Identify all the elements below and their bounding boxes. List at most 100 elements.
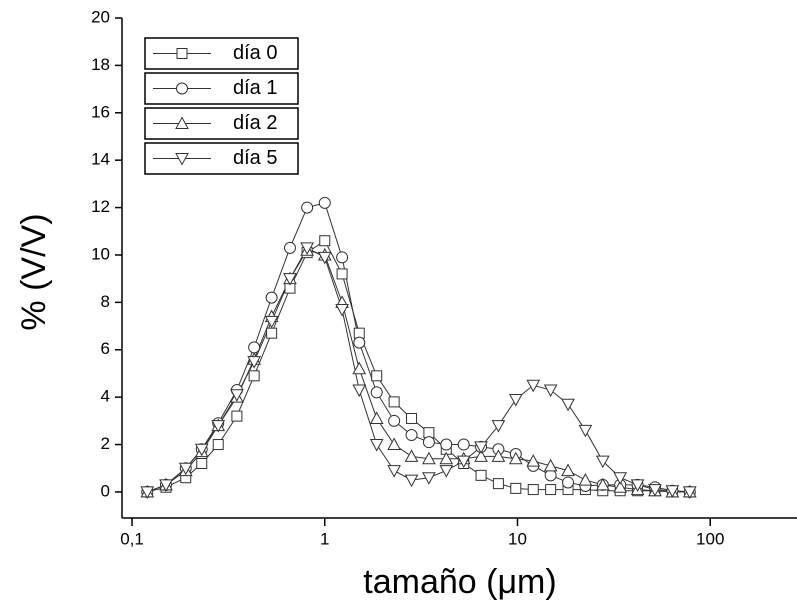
y-axis-label: % (V/V)	[15, 213, 53, 330]
marker	[508, 451, 523, 465]
marker	[248, 341, 261, 354]
legend-label: día 0	[233, 42, 277, 64]
x-tick-label: 1	[320, 529, 329, 548]
marker	[405, 429, 418, 442]
marker	[318, 196, 331, 209]
x-tick-label: 10	[508, 529, 527, 548]
marker	[336, 251, 349, 264]
legend-item: día 5	[144, 142, 299, 175]
marker	[353, 336, 366, 349]
y-tick-label: 8	[101, 292, 110, 311]
marker	[211, 420, 226, 433]
marker	[543, 458, 558, 472]
y-tick-label: 0	[101, 481, 110, 500]
marker	[247, 356, 261, 369]
marker	[682, 486, 697, 499]
marker	[422, 436, 435, 449]
marker	[300, 242, 314, 255]
marker	[388, 396, 400, 408]
marker	[527, 484, 539, 496]
marker	[404, 449, 419, 462]
marker	[404, 474, 419, 488]
y-tick-label: 20	[91, 7, 110, 26]
marker	[175, 116, 189, 129]
marker	[140, 486, 155, 499]
y-tick-label: 2	[101, 434, 110, 453]
marker	[561, 398, 575, 412]
x-axis-label: tamaño (μm)	[363, 563, 556, 601]
marker	[491, 420, 506, 433]
marker	[335, 303, 349, 317]
marker	[231, 410, 243, 422]
marker	[176, 82, 188, 95]
marker	[510, 482, 522, 494]
marker	[336, 268, 348, 280]
y-tick-label: 6	[101, 339, 110, 358]
marker	[369, 411, 384, 424]
marker	[474, 441, 488, 454]
y-tick-label: 12	[91, 197, 110, 216]
marker	[491, 449, 506, 462]
marker	[526, 454, 541, 467]
legend-label: día 1	[233, 77, 277, 99]
marker	[265, 291, 278, 304]
marker	[648, 484, 662, 497]
marker	[388, 414, 401, 427]
y-tick-label: 4	[101, 387, 110, 406]
marker	[352, 384, 367, 398]
marker	[439, 465, 454, 478]
marker	[264, 315, 279, 329]
marker	[457, 438, 470, 451]
marker	[406, 412, 418, 424]
marker	[369, 439, 384, 452]
marker	[422, 472, 436, 485]
marker	[578, 424, 593, 438]
marker	[248, 370, 260, 382]
marker	[194, 443, 209, 457]
y-tick-label: 16	[91, 102, 110, 121]
marker	[352, 361, 367, 375]
marker	[283, 241, 296, 254]
marker	[387, 465, 401, 478]
legend-item: día 0	[144, 37, 299, 70]
marker	[492, 478, 504, 490]
marker	[545, 484, 557, 496]
marker	[230, 389, 244, 402]
marker	[578, 473, 593, 486]
series-line	[147, 202, 690, 493]
legend-item: día 2	[144, 107, 299, 140]
legend-item: día 1	[144, 72, 299, 105]
marker	[456, 455, 471, 469]
marker	[319, 235, 331, 247]
marker	[508, 394, 523, 407]
marker	[595, 477, 610, 491]
x-tick-label: 100	[696, 529, 724, 548]
x-tick-label: 0,1	[120, 529, 144, 548]
marker	[474, 449, 488, 462]
marker	[371, 370, 383, 382]
marker	[543, 384, 558, 398]
marker	[439, 451, 454, 465]
marker	[562, 476, 575, 489]
y-tick-label: 14	[91, 150, 110, 169]
series-line	[147, 240, 690, 493]
marker	[422, 451, 436, 465]
marker	[613, 480, 628, 493]
legend-label: día 5	[233, 147, 277, 169]
marker	[630, 479, 645, 492]
marker	[175, 153, 189, 166]
marker	[440, 438, 453, 451]
marker	[613, 472, 628, 485]
marker	[196, 457, 208, 469]
marker	[266, 327, 278, 339]
marker	[178, 462, 193, 476]
marker	[301, 201, 314, 214]
marker	[176, 48, 188, 59]
marker	[526, 379, 541, 393]
marker	[387, 437, 401, 451]
marker	[317, 251, 332, 265]
marker	[665, 485, 680, 498]
marker	[212, 439, 224, 451]
